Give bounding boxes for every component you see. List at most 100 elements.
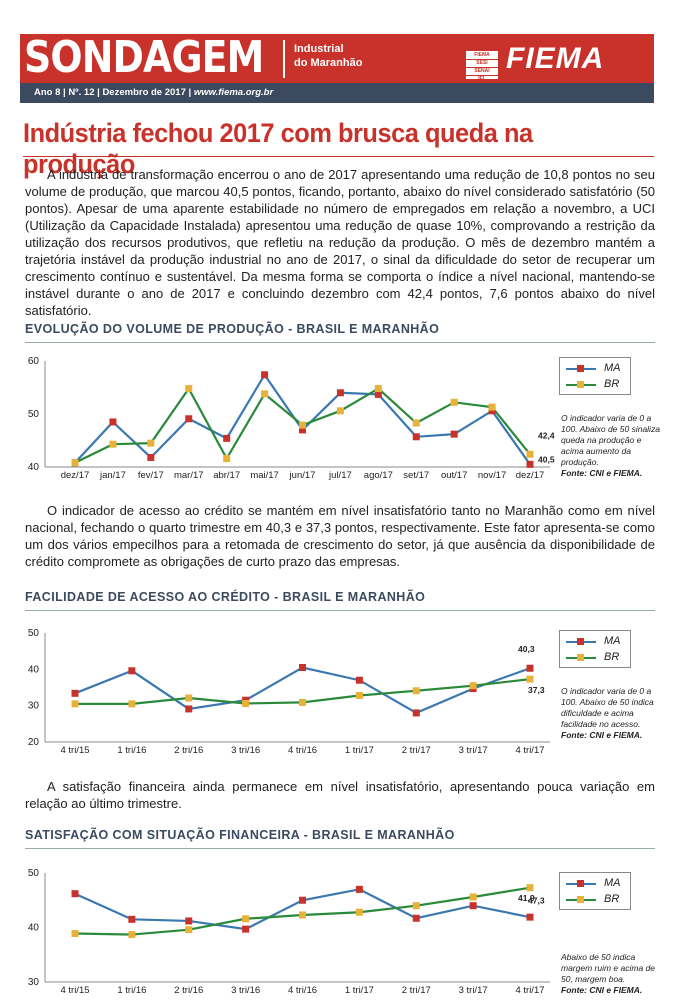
logo-line: FIEMA: [466, 52, 498, 60]
data-point-br: [242, 915, 250, 923]
data-point-ma: [185, 705, 193, 713]
data-point-ma: [374, 390, 382, 398]
x-tick-label: 1 tri/17: [345, 745, 374, 756]
data-point-ma: [526, 664, 534, 672]
section-rule: [25, 342, 655, 343]
data-point-ma: [128, 915, 136, 923]
data-point-br: [488, 403, 496, 411]
subtitle-line-2: do Maranhão: [294, 57, 363, 69]
x-tick-label: 1 tri/17: [345, 985, 374, 996]
masthead-divider: [283, 40, 285, 78]
logo-line: IEL: [478, 76, 486, 82]
x-tick-label: 1 tri/16: [117, 985, 146, 996]
data-point-br: [469, 893, 477, 901]
data-point-ma: [488, 407, 496, 415]
data-point-br: [469, 682, 477, 690]
data-point-br: [450, 398, 458, 406]
legend-item-br: BR: [566, 378, 628, 392]
issue-info: Ano 8 | Nº. 12 | Dezembro de 2017 |: [34, 87, 192, 98]
data-point-ma: [147, 453, 155, 461]
y-tick-label: 30: [28, 701, 40, 712]
data-point-br: [299, 698, 306, 706]
legend-item-ma: MA: [566, 635, 628, 649]
y-tick-label: 40: [28, 923, 40, 934]
x-tick-label: 2 tri/16: [174, 985, 203, 996]
data-point-ma: [412, 433, 420, 441]
data-label: 41,9: [518, 893, 535, 903]
x-tick-label: ago/17: [364, 470, 393, 481]
chart-legend-production: MA BR: [559, 357, 631, 395]
publication-subtitle: Industrial do Maranhão: [294, 42, 362, 70]
x-tick-label: 4 tri/15: [60, 745, 89, 756]
data-point-br: [128, 931, 136, 939]
x-tick-label: dez/17: [516, 470, 545, 481]
paragraph-credit: O indicador de acesso ao crédito se mant…: [25, 503, 655, 569]
data-point-br: [526, 884, 534, 892]
legend-marker: [577, 896, 584, 903]
data-point-ma: [526, 460, 534, 468]
legend-marker: [577, 654, 584, 661]
paragraph-financial: A satisfação financeira ainda permanece …: [25, 779, 655, 811]
data-point-br: [185, 694, 193, 702]
data-point-br: [109, 440, 117, 448]
data-point-ma: [128, 667, 136, 675]
section-rule: [25, 848, 655, 849]
x-tick-label: 3 tri/17: [459, 745, 488, 756]
x-tick-label: 3 tri/17: [459, 985, 488, 996]
note-text: Abaixo de 50 indica margem ruim e acima …: [561, 952, 656, 984]
section-title-financial: SATISFAÇÃO COM SITUAÇÃO FINANCEIRA - BRA…: [25, 828, 455, 842]
x-tick-label: 4 tri/17: [515, 745, 544, 756]
website-link[interactable]: www.fiema.org.br: [193, 87, 274, 98]
data-point-br: [526, 675, 534, 683]
data-point-br: [374, 385, 382, 393]
x-tick-label: abr/17: [213, 470, 240, 481]
series-line-ma: [74, 372, 531, 465]
data-point-br: [299, 911, 306, 919]
data-point-ma: [185, 917, 193, 925]
note-source: Fonte: CNI e FIEMA.: [561, 468, 643, 478]
data-point-ma: [412, 709, 420, 717]
note-source: Fonte: CNI e FIEMA.: [561, 730, 643, 740]
data-point-ma: [469, 902, 477, 910]
legend-item-ma: MA: [566, 362, 628, 376]
masthead-banner: SONDAGEM Industrial do Maranhão FIEMA SE…: [20, 32, 654, 83]
data-point-br: [223, 455, 231, 463]
x-tick-label: 2 tri/17: [402, 745, 431, 756]
note-source: Fonte: CNI e FIEMA.: [561, 985, 643, 995]
data-point-br: [336, 407, 344, 415]
y-tick-label: 20: [28, 737, 40, 748]
data-label: 40,3: [518, 644, 535, 654]
data-point-br: [261, 390, 269, 398]
legend-item-br: BR: [566, 651, 628, 665]
series-line-ma: [74, 666, 531, 715]
data-point-br: [355, 691, 363, 699]
data-point-ma: [355, 885, 363, 893]
x-tick-label: 4 tri/16: [288, 985, 317, 996]
data-point-ma: [299, 426, 306, 434]
data-point-ma: [412, 914, 420, 922]
data-point-ma: [336, 389, 344, 397]
data-point-br: [526, 450, 534, 458]
x-tick-label: 4 tri/17: [515, 985, 544, 996]
x-tick-label: dez/17: [61, 470, 90, 481]
x-tick-label: nov/17: [478, 470, 507, 481]
logo-line: SESI: [466, 60, 498, 68]
data-point-ma: [299, 896, 306, 904]
headline-rule: [23, 156, 654, 157]
data-point-ma: [261, 371, 269, 379]
x-tick-label: 2 tri/16: [174, 745, 203, 756]
x-tick-label: 2 tri/17: [402, 985, 431, 996]
y-tick-label: 40: [28, 664, 40, 675]
section-title-production: EVOLUÇÃO DO VOLUME DE PRODUÇÃO - BRASIL …: [25, 322, 440, 336]
data-label: 40,5: [538, 454, 555, 464]
data-point-br: [185, 926, 193, 934]
data-point-br: [71, 459, 79, 467]
legend-label: BR: [604, 651, 620, 663]
data-label: 37,3: [528, 685, 545, 695]
y-tick-label: 50: [28, 628, 40, 639]
logo-line: SENAI: [466, 68, 498, 76]
y-tick-label: 30: [28, 977, 40, 988]
y-tick-label: 50: [28, 409, 40, 420]
data-point-ma: [71, 890, 79, 898]
